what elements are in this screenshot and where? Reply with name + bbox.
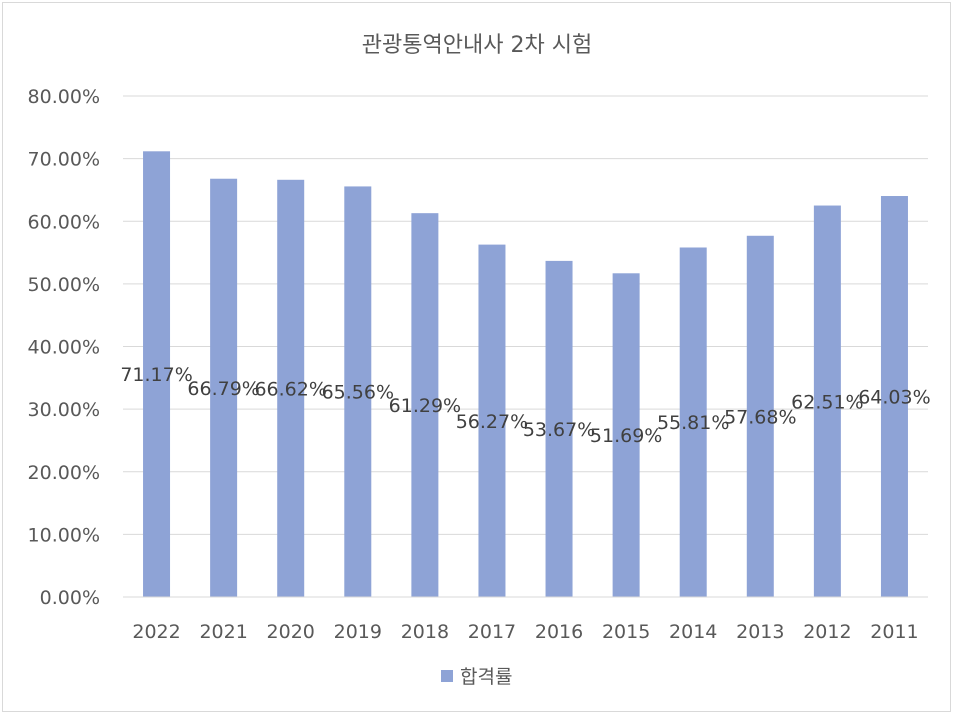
- data-label: 71.17%: [120, 364, 192, 386]
- x-tick-label: 2021: [199, 621, 247, 643]
- bar: [411, 213, 439, 597]
- x-tick-label: 2011: [870, 621, 918, 643]
- y-tick-label: 0.00%: [40, 587, 100, 609]
- bar: [210, 178, 238, 597]
- x-tick-label: 2014: [669, 621, 717, 643]
- bar: [143, 151, 171, 597]
- chart-title: 관광통역안내사 2차 시험: [362, 33, 592, 58]
- bar: [880, 196, 908, 597]
- bar: [277, 179, 305, 598]
- gridlines: [123, 95, 928, 598]
- y-tick-label: 70.00%: [28, 149, 100, 171]
- bar: [612, 273, 640, 597]
- data-label: 57.68%: [724, 406, 796, 428]
- x-tick-label: 2020: [267, 621, 315, 643]
- legend: 합격률: [441, 666, 512, 688]
- y-tick-label: 60.00%: [28, 211, 100, 233]
- data-label: 65.56%: [322, 382, 394, 404]
- bar: [344, 186, 372, 598]
- data-label: 64.03%: [858, 387, 930, 409]
- data-label: 53.67%: [523, 419, 595, 441]
- data-label: 56.27%: [456, 411, 528, 433]
- x-tick-label: 2013: [736, 621, 784, 643]
- x-tick-label: 2017: [468, 621, 516, 643]
- data-label: 66.79%: [187, 378, 259, 400]
- bar-series: [143, 151, 908, 598]
- legend-label: 합격률: [460, 666, 512, 688]
- bar: [813, 205, 841, 597]
- y-tick-label: 50.00%: [28, 274, 100, 296]
- bar: [545, 260, 573, 597]
- y-axis: 0.00% 10.00% 20.00% 30.00% 40.00% 50.00% 60.00…: [28, 86, 100, 609]
- y-tick-label: 30.00%: [28, 399, 100, 421]
- x-tick-label: 2016: [535, 621, 583, 643]
- data-label: 51.69%: [590, 425, 662, 447]
- bar: [478, 244, 506, 597]
- y-tick-label: 80.00%: [28, 86, 100, 108]
- bar: [746, 235, 774, 598]
- bar: [679, 247, 707, 597]
- data-labels: 71.17%66.79%66.62%65.56%61.29%56.27%53.6…: [120, 364, 930, 447]
- x-tick-label: 2022: [132, 621, 180, 643]
- x-tick-label: 2012: [803, 621, 851, 643]
- x-tick-label: 2018: [401, 621, 449, 643]
- data-label: 61.29%: [389, 395, 461, 417]
- x-tick-label: 2015: [602, 621, 650, 643]
- data-label: 62.51%: [791, 391, 863, 413]
- data-label: 66.62%: [254, 378, 326, 400]
- y-tick-label: 20.00%: [28, 462, 100, 484]
- y-tick-label: 10.00%: [28, 524, 100, 546]
- x-axis: 2022 2021 2020 2019 2018 2017 2016 2015 2014 2013…: [123, 596, 928, 643]
- data-label: 55.81%: [657, 412, 729, 434]
- legend-swatch: [441, 670, 453, 682]
- x-tick-label: 2019: [334, 621, 382, 643]
- y-tick-label: 40.00%: [28, 337, 100, 359]
